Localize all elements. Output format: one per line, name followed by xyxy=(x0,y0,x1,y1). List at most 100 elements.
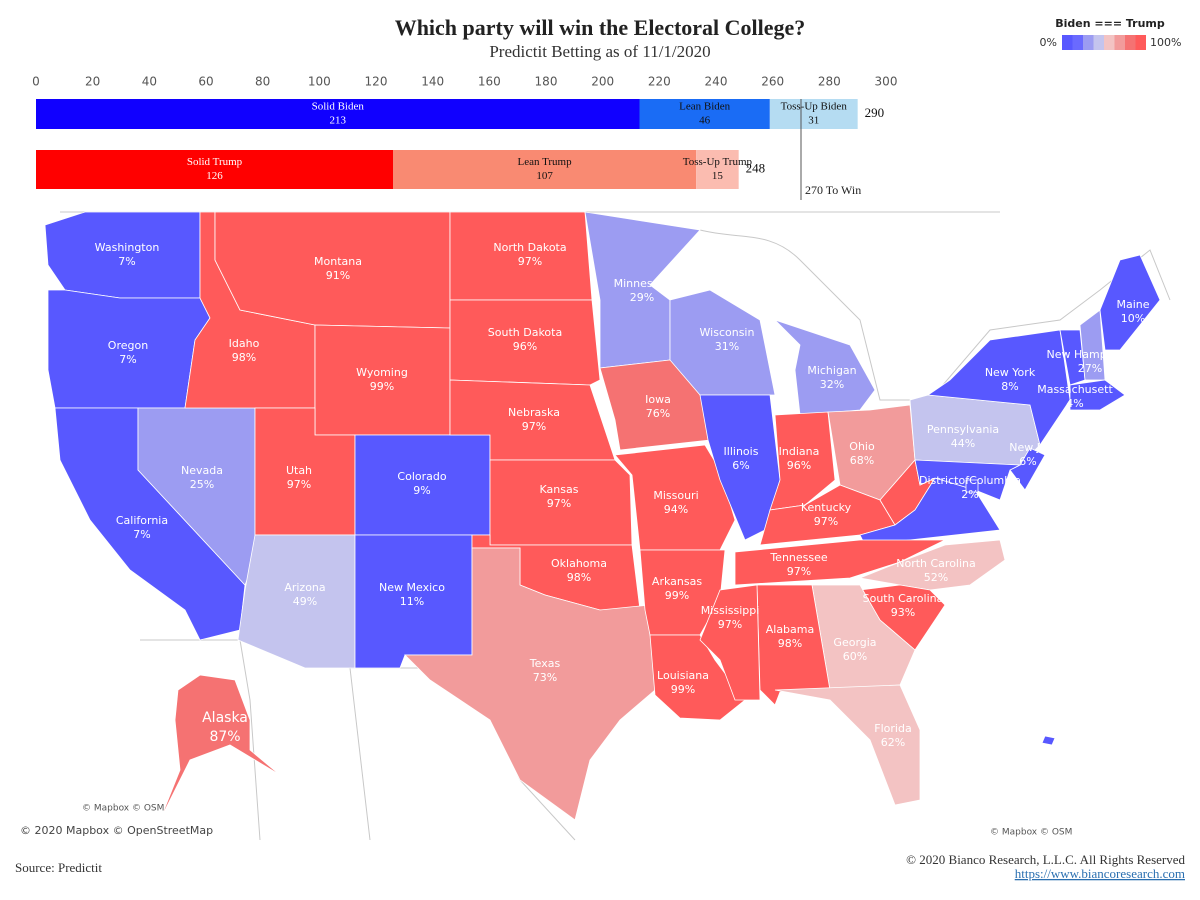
bar-chart: 0 20 40 60 80 100 120 140 160 180 200 220 240 260 280 3… xyxy=(32,75,898,200)
state-name: Tennessee xyxy=(769,551,828,564)
website-link[interactable]: https://www.biancoresearch.com xyxy=(1015,866,1185,881)
legend xyxy=(1062,35,1146,50)
state-name: Florida xyxy=(874,722,911,735)
state-value: 96% xyxy=(513,340,537,353)
legend-swatch xyxy=(1072,35,1083,50)
bar-segment xyxy=(393,150,697,189)
segment-value: 126 xyxy=(206,170,223,182)
state-value: 99% xyxy=(671,683,695,696)
state-value: 8% xyxy=(1001,380,1018,393)
bar-total: 248 xyxy=(746,160,766,175)
state-value: 44% xyxy=(951,437,975,450)
bar-segment xyxy=(36,150,393,189)
state-name: Louisiana xyxy=(657,669,709,682)
map xyxy=(44,211,1171,841)
title: Which party will win the Electoral Colle… xyxy=(395,15,806,40)
x-tick-label: 20 xyxy=(85,75,100,89)
segment-name: Solid Trump xyxy=(187,156,243,168)
source: Source: Predictit xyxy=(15,860,102,875)
threshold-label: 270 To Win xyxy=(805,183,861,197)
segment-value: 107 xyxy=(536,170,553,182)
state-name: South Carolina xyxy=(863,592,944,605)
state-name: Massachusett xyxy=(1037,383,1113,396)
legend-swatch xyxy=(1083,35,1094,50)
state-value: 97% xyxy=(547,497,571,510)
legend-swatch xyxy=(1062,35,1073,50)
map-credit: © Mapbox © OSM xyxy=(990,828,1072,838)
state-value: 93% xyxy=(891,606,915,619)
state-name: Colorado xyxy=(397,470,446,483)
legend-swatch xyxy=(1114,35,1125,50)
state-value: 25% xyxy=(190,478,214,491)
legend-swatch xyxy=(1093,35,1104,50)
segment-name: Toss-Up Trump xyxy=(683,156,753,168)
state xyxy=(965,479,979,493)
segment-value: 46 xyxy=(699,115,711,127)
state-value: 97% xyxy=(787,565,811,578)
segment-value: 15 xyxy=(712,170,724,182)
state-name: Ohio xyxy=(849,440,875,453)
state-name: Kansas xyxy=(540,483,579,496)
state-value: 29% xyxy=(630,291,654,304)
bar-total: 290 xyxy=(865,105,885,120)
state-value: 4% xyxy=(1066,397,1083,410)
x-tick-label: 300 xyxy=(875,75,898,89)
legend-max: 100% xyxy=(1150,36,1181,49)
state-value: 99% xyxy=(370,380,394,393)
state-name: DistrictofColumbia xyxy=(919,474,1021,487)
state-value: 68% xyxy=(850,454,874,467)
state-name: Arkansas xyxy=(652,575,702,588)
state xyxy=(1099,254,1161,351)
state-name: Maine xyxy=(1116,298,1149,311)
state-value: 97% xyxy=(718,618,742,631)
state-name: Wyoming xyxy=(356,366,408,379)
state-value: 7% xyxy=(119,353,136,366)
state xyxy=(669,289,776,396)
state-value: 31% xyxy=(715,340,739,353)
state-value: 97% xyxy=(518,255,542,268)
state-value: 94% xyxy=(664,503,688,516)
segment-name: Lean Trump xyxy=(518,156,573,168)
map-labels: Washington7%Oregon7%California7%Nevada25… xyxy=(95,241,1150,749)
state-value: 6% xyxy=(732,459,749,472)
state-name: Montana xyxy=(314,255,362,268)
state-value: 98% xyxy=(778,637,802,650)
state-value: 62% xyxy=(881,736,905,749)
state-value: 7% xyxy=(118,255,135,268)
state-name: New Hampshire xyxy=(1046,348,1133,361)
state xyxy=(159,674,281,821)
state-name: Iowa xyxy=(645,393,671,406)
state-name: Texas xyxy=(529,657,561,670)
state-value: 87% xyxy=(209,729,240,745)
bar-segment xyxy=(36,99,640,129)
state xyxy=(1069,379,1126,411)
state-name: Pennsylvania xyxy=(927,423,999,436)
state-name: Nebraska xyxy=(508,406,560,419)
state-name: Georgia xyxy=(833,636,876,649)
state-value: 60% xyxy=(843,650,867,663)
segment-value: 213 xyxy=(330,115,347,127)
state-value: 97% xyxy=(814,515,838,528)
state-value: 10% xyxy=(1121,312,1145,325)
state-value: 32% xyxy=(820,378,844,391)
state-name: New Je xyxy=(1009,441,1047,454)
state-value: 52% xyxy=(924,571,948,584)
state-value: 27% xyxy=(1078,362,1102,375)
legend-swatch xyxy=(1135,35,1146,50)
x-tick-label: 100 xyxy=(308,75,331,89)
state-name: Oklahoma xyxy=(551,557,607,570)
state xyxy=(1009,447,1046,491)
state-value: 97% xyxy=(522,420,546,433)
state-value: 98% xyxy=(232,351,256,364)
x-tick-label: 160 xyxy=(478,75,501,89)
state-name: Arizona xyxy=(284,581,325,594)
segment-name: Solid Biden xyxy=(312,101,365,113)
segment-name: Toss-Up Biden xyxy=(781,101,848,113)
state-name: Washington xyxy=(95,241,160,254)
x-tick-label: 220 xyxy=(648,75,671,89)
state-value: 76% xyxy=(646,407,670,420)
state-name: Minnesota xyxy=(614,277,671,290)
bar-segment xyxy=(769,99,858,129)
state-name: Missouri xyxy=(653,489,698,502)
state-name: Indiana xyxy=(779,445,820,458)
